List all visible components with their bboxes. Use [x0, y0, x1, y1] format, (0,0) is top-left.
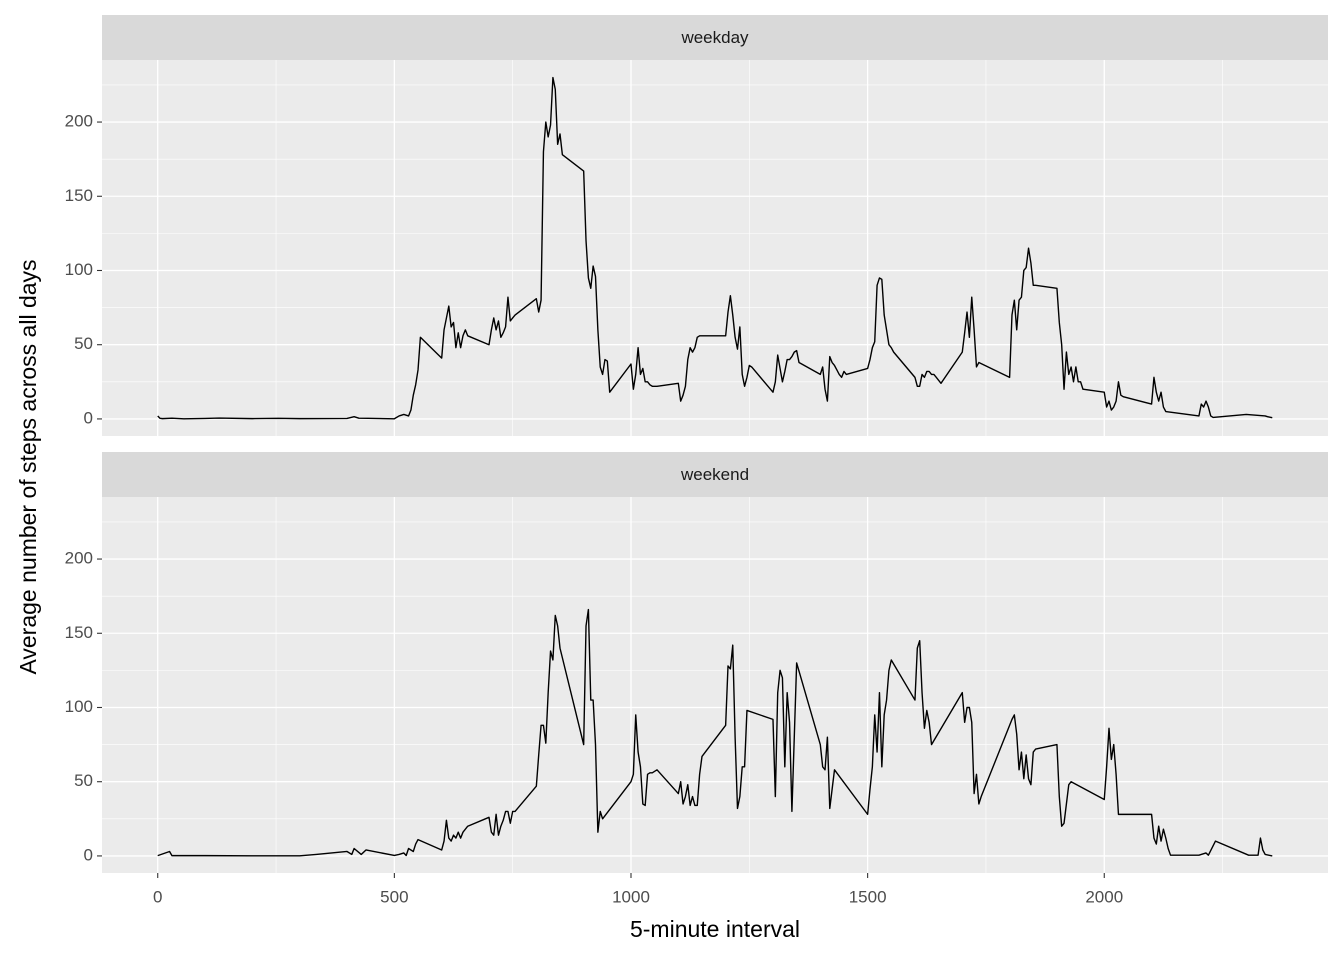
x-axis-title: 5-minute interval — [630, 916, 800, 942]
panel-background — [102, 60, 1328, 436]
x-tick-label: 2000 — [1085, 887, 1123, 906]
x-tick-label: 0 — [153, 887, 162, 906]
panel-background — [102, 497, 1328, 873]
y-axis-title: Average number of steps across all days — [15, 259, 41, 674]
y-tick-label: 50 — [74, 771, 93, 790]
y-tick-label: 50 — [74, 334, 93, 353]
strip-background — [102, 452, 1328, 497]
y-tick-label: 200 — [65, 112, 93, 131]
y-tick-label: 0 — [84, 408, 93, 427]
y-tick-label: 200 — [65, 549, 93, 568]
y-tick-label: 100 — [65, 260, 93, 279]
data-line — [157, 608, 1273, 857]
x-tick-label: 500 — [380, 887, 408, 906]
strip-background — [102, 15, 1328, 60]
facet-title: weekend — [680, 465, 749, 484]
y-tick-label: 0 — [84, 845, 93, 864]
x-tick-label: 1500 — [849, 887, 887, 906]
x-tick-label: 1000 — [612, 887, 650, 906]
facet-title: weekday — [680, 28, 749, 47]
y-tick-label: 100 — [65, 697, 93, 716]
y-tick-label: 150 — [65, 623, 93, 642]
y-tick-label: 150 — [65, 186, 93, 205]
data-line — [157, 76, 1273, 420]
